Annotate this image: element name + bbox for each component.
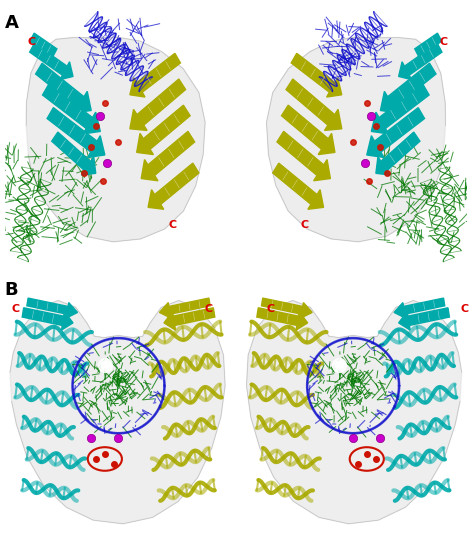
Polygon shape — [381, 91, 397, 113]
Polygon shape — [88, 136, 105, 158]
Polygon shape — [399, 62, 411, 80]
Text: C: C — [27, 37, 36, 47]
Polygon shape — [137, 79, 186, 125]
Polygon shape — [173, 308, 215, 326]
Polygon shape — [36, 63, 84, 107]
Polygon shape — [273, 163, 317, 204]
Polygon shape — [374, 107, 425, 152]
Polygon shape — [143, 105, 190, 149]
Text: A: A — [5, 14, 18, 32]
Polygon shape — [66, 302, 78, 318]
Polygon shape — [155, 163, 199, 204]
Polygon shape — [30, 33, 57, 57]
Polygon shape — [30, 43, 67, 75]
Polygon shape — [137, 133, 154, 155]
Text: C: C — [11, 304, 20, 315]
Polygon shape — [148, 131, 195, 175]
Polygon shape — [22, 308, 64, 326]
Polygon shape — [394, 302, 405, 318]
Polygon shape — [314, 160, 330, 181]
Polygon shape — [404, 43, 442, 75]
Polygon shape — [415, 33, 442, 57]
Polygon shape — [408, 308, 449, 326]
Polygon shape — [169, 298, 210, 314]
Text: C: C — [439, 37, 448, 47]
Polygon shape — [164, 311, 175, 330]
Polygon shape — [388, 63, 436, 107]
Polygon shape — [327, 78, 342, 97]
Text: C: C — [301, 220, 309, 230]
Text: C: C — [460, 304, 468, 315]
Text: C: C — [267, 304, 275, 315]
Polygon shape — [74, 91, 91, 113]
Polygon shape — [291, 53, 335, 92]
Polygon shape — [26, 37, 205, 242]
Polygon shape — [83, 112, 100, 134]
Polygon shape — [137, 53, 181, 92]
Polygon shape — [325, 110, 342, 131]
Polygon shape — [367, 136, 384, 158]
Polygon shape — [379, 84, 429, 128]
Polygon shape — [262, 298, 303, 314]
Polygon shape — [47, 107, 97, 152]
Text: B: B — [5, 281, 18, 299]
Polygon shape — [130, 110, 147, 131]
Polygon shape — [130, 78, 145, 97]
Polygon shape — [296, 311, 308, 330]
Polygon shape — [318, 133, 335, 155]
Polygon shape — [257, 308, 298, 326]
Polygon shape — [10, 300, 225, 524]
Polygon shape — [371, 112, 389, 134]
Polygon shape — [403, 298, 445, 314]
Polygon shape — [52, 132, 91, 170]
Polygon shape — [286, 79, 335, 125]
Polygon shape — [246, 300, 462, 524]
Polygon shape — [148, 190, 164, 209]
Polygon shape — [159, 302, 171, 318]
Text: C: C — [169, 220, 177, 230]
Polygon shape — [141, 160, 158, 181]
Polygon shape — [282, 105, 328, 149]
Polygon shape — [277, 131, 324, 175]
Polygon shape — [82, 157, 96, 175]
Polygon shape — [376, 157, 390, 175]
Polygon shape — [27, 298, 68, 314]
Polygon shape — [43, 84, 92, 128]
Polygon shape — [266, 37, 446, 242]
Polygon shape — [399, 311, 410, 330]
Text: C: C — [205, 304, 213, 315]
Polygon shape — [381, 132, 420, 170]
Polygon shape — [301, 302, 312, 318]
Polygon shape — [308, 190, 324, 209]
Polygon shape — [62, 311, 73, 330]
Polygon shape — [60, 62, 73, 80]
